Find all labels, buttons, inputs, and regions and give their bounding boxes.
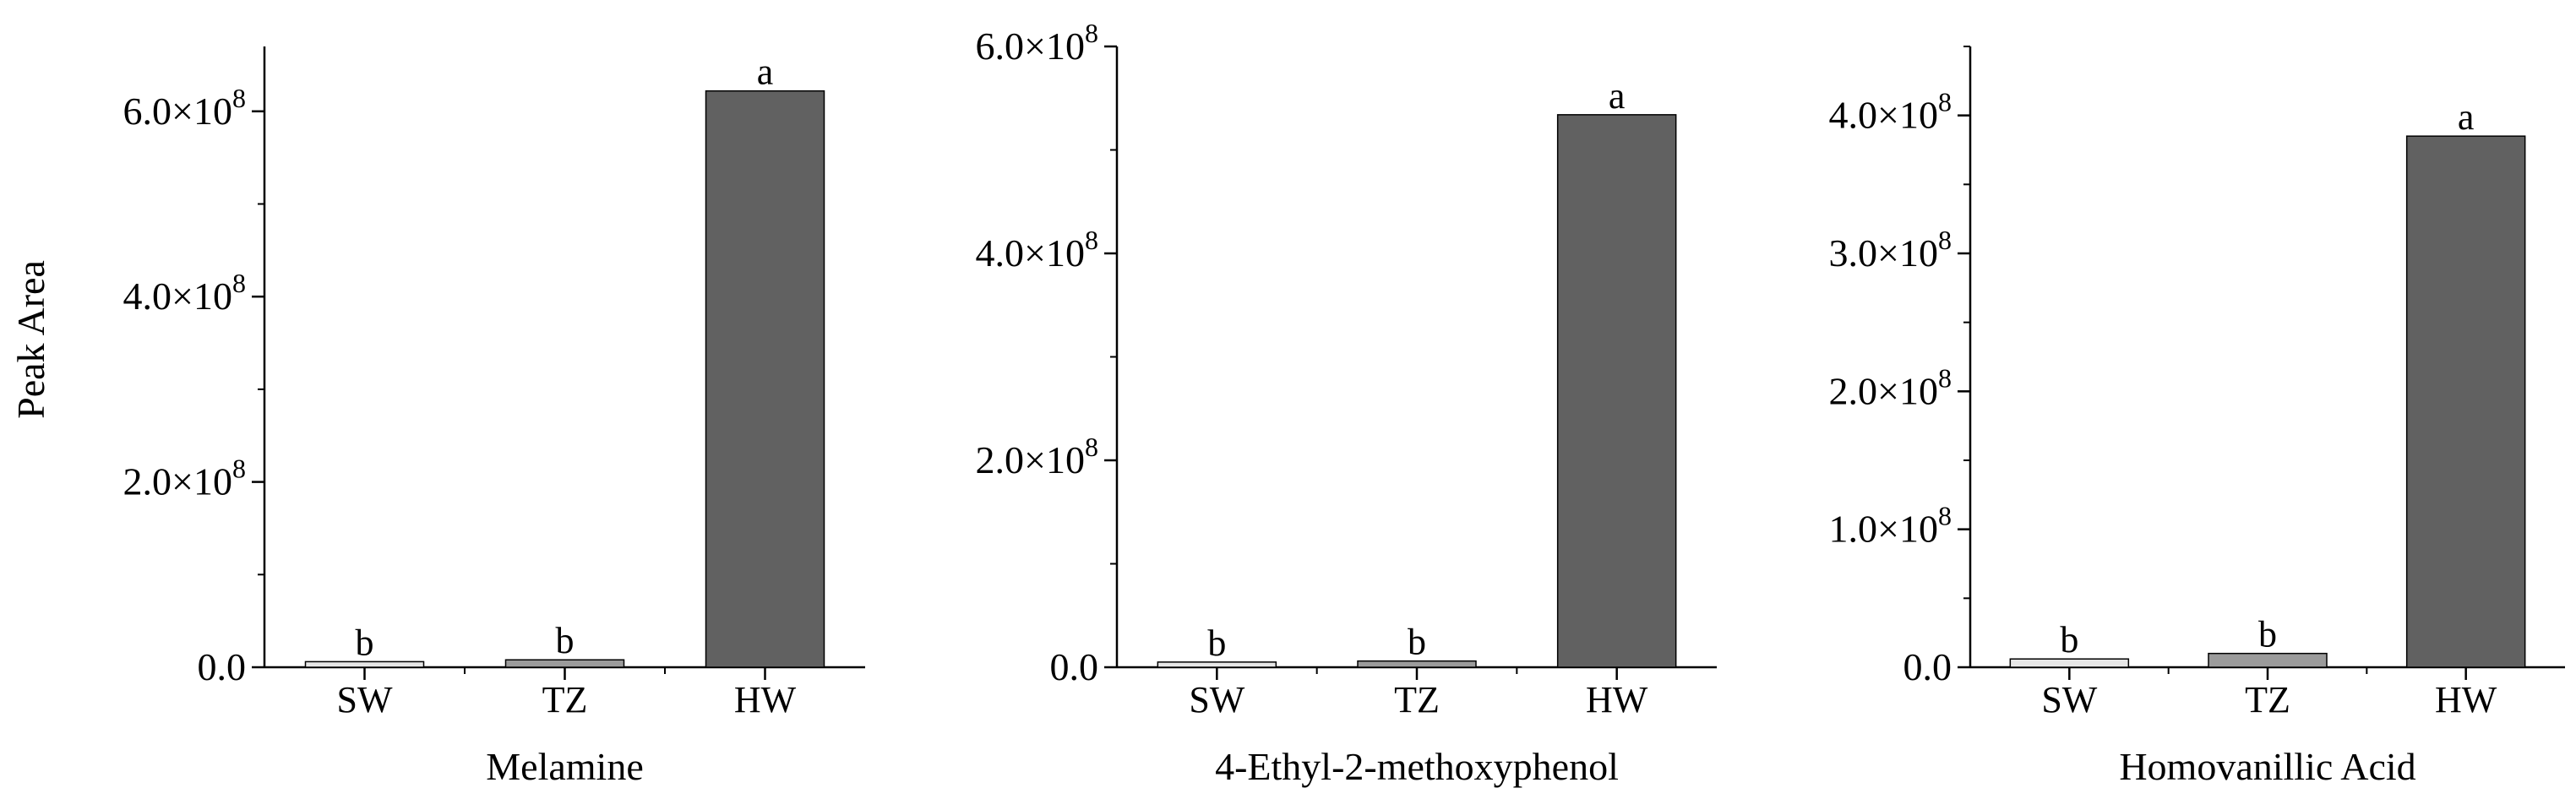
significance-letter: b (2258, 614, 2277, 655)
y-tick-exponent: 8 (232, 454, 246, 484)
y-tick-exponent: 8 (1938, 501, 1952, 531)
significance-letter: a (2458, 96, 2475, 138)
x-tick-label: SW (2041, 679, 2097, 720)
x-axis-label: Melamine (486, 745, 644, 788)
y-tick-label: 2.0×108 (123, 454, 246, 503)
x-tick-label: SW (337, 679, 393, 720)
y-tick-label: 0.0 (1050, 645, 1099, 688)
x-tick-label: TZ (542, 679, 588, 720)
y-tick-label: 0.0 (198, 645, 247, 688)
significance-letter: b (356, 622, 374, 663)
bar-tz (2208, 652, 2328, 668)
x-axis-label: 4-Ethyl-2-methoxyphenol (1215, 745, 1619, 788)
x-tick-label: HW (734, 679, 797, 720)
y-tick-label: 2.0×108 (1829, 362, 1952, 412)
significance-letter: b (1408, 622, 1426, 663)
y-tick-exponent: 8 (232, 268, 246, 298)
x-tick-label: SW (1189, 679, 1244, 720)
significance-letter: b (1207, 622, 1226, 664)
y-tick-label: 3.0×108 (1829, 225, 1952, 274)
y-tick-label: 0.0 (1903, 645, 1952, 688)
y-tick-label: 6.0×108 (123, 83, 246, 133)
y-tick-exponent: 8 (1938, 225, 1952, 255)
significance-letter: b (556, 620, 575, 661)
y-axis-label: Peak Area (9, 260, 52, 419)
y-tick-label: 2.0×108 (976, 432, 1098, 481)
significance-letter: a (1609, 75, 1626, 117)
chart-panel-3: 0.0 1.0×108 2.0×108 3.0×108 4.0×108 SW b TZ b HW a… (1829, 46, 2565, 788)
y-tick-exponent: 8 (1938, 362, 1952, 393)
y-tick-exponent: 8 (1085, 18, 1098, 48)
y-tick-exponent: 8 (1938, 87, 1952, 117)
y-tick-exponent: 8 (232, 83, 246, 113)
x-tick-label: TZ (2245, 679, 2290, 720)
bar-hw (1556, 114, 1677, 668)
y-tick-label: 1.0×108 (1829, 501, 1952, 551)
y-tick-label: 4.0×108 (976, 225, 1098, 274)
bar-hw (705, 90, 825, 668)
y-tick-label: 6.0×108 (976, 18, 1098, 68)
x-tick-label: HW (1586, 679, 1648, 720)
chart-panel-1: 0.0 2.0×108 4.0×108 6.0×108 SW b TZ b HW a Melamin… (123, 46, 865, 788)
y-tick-exponent: 8 (1085, 432, 1098, 462)
bar-hw (2405, 135, 2526, 668)
y-tick-exponent: 8 (1085, 225, 1098, 255)
chart-panel-2: 0.0 2.0×108 4.0×108 6.0×108 SW b TZ b HW a 4-Ethyl… (976, 18, 1717, 788)
x-axis-label: Homovanillic Acid (2119, 745, 2415, 788)
x-tick-label: HW (2435, 679, 2497, 720)
y-tick-label: 4.0×108 (123, 268, 246, 318)
x-tick-label: TZ (1394, 679, 1440, 720)
significance-letter: b (2060, 619, 2078, 660)
y-tick-label: 4.0×108 (1829, 87, 1952, 137)
significance-letter: a (757, 52, 774, 93)
